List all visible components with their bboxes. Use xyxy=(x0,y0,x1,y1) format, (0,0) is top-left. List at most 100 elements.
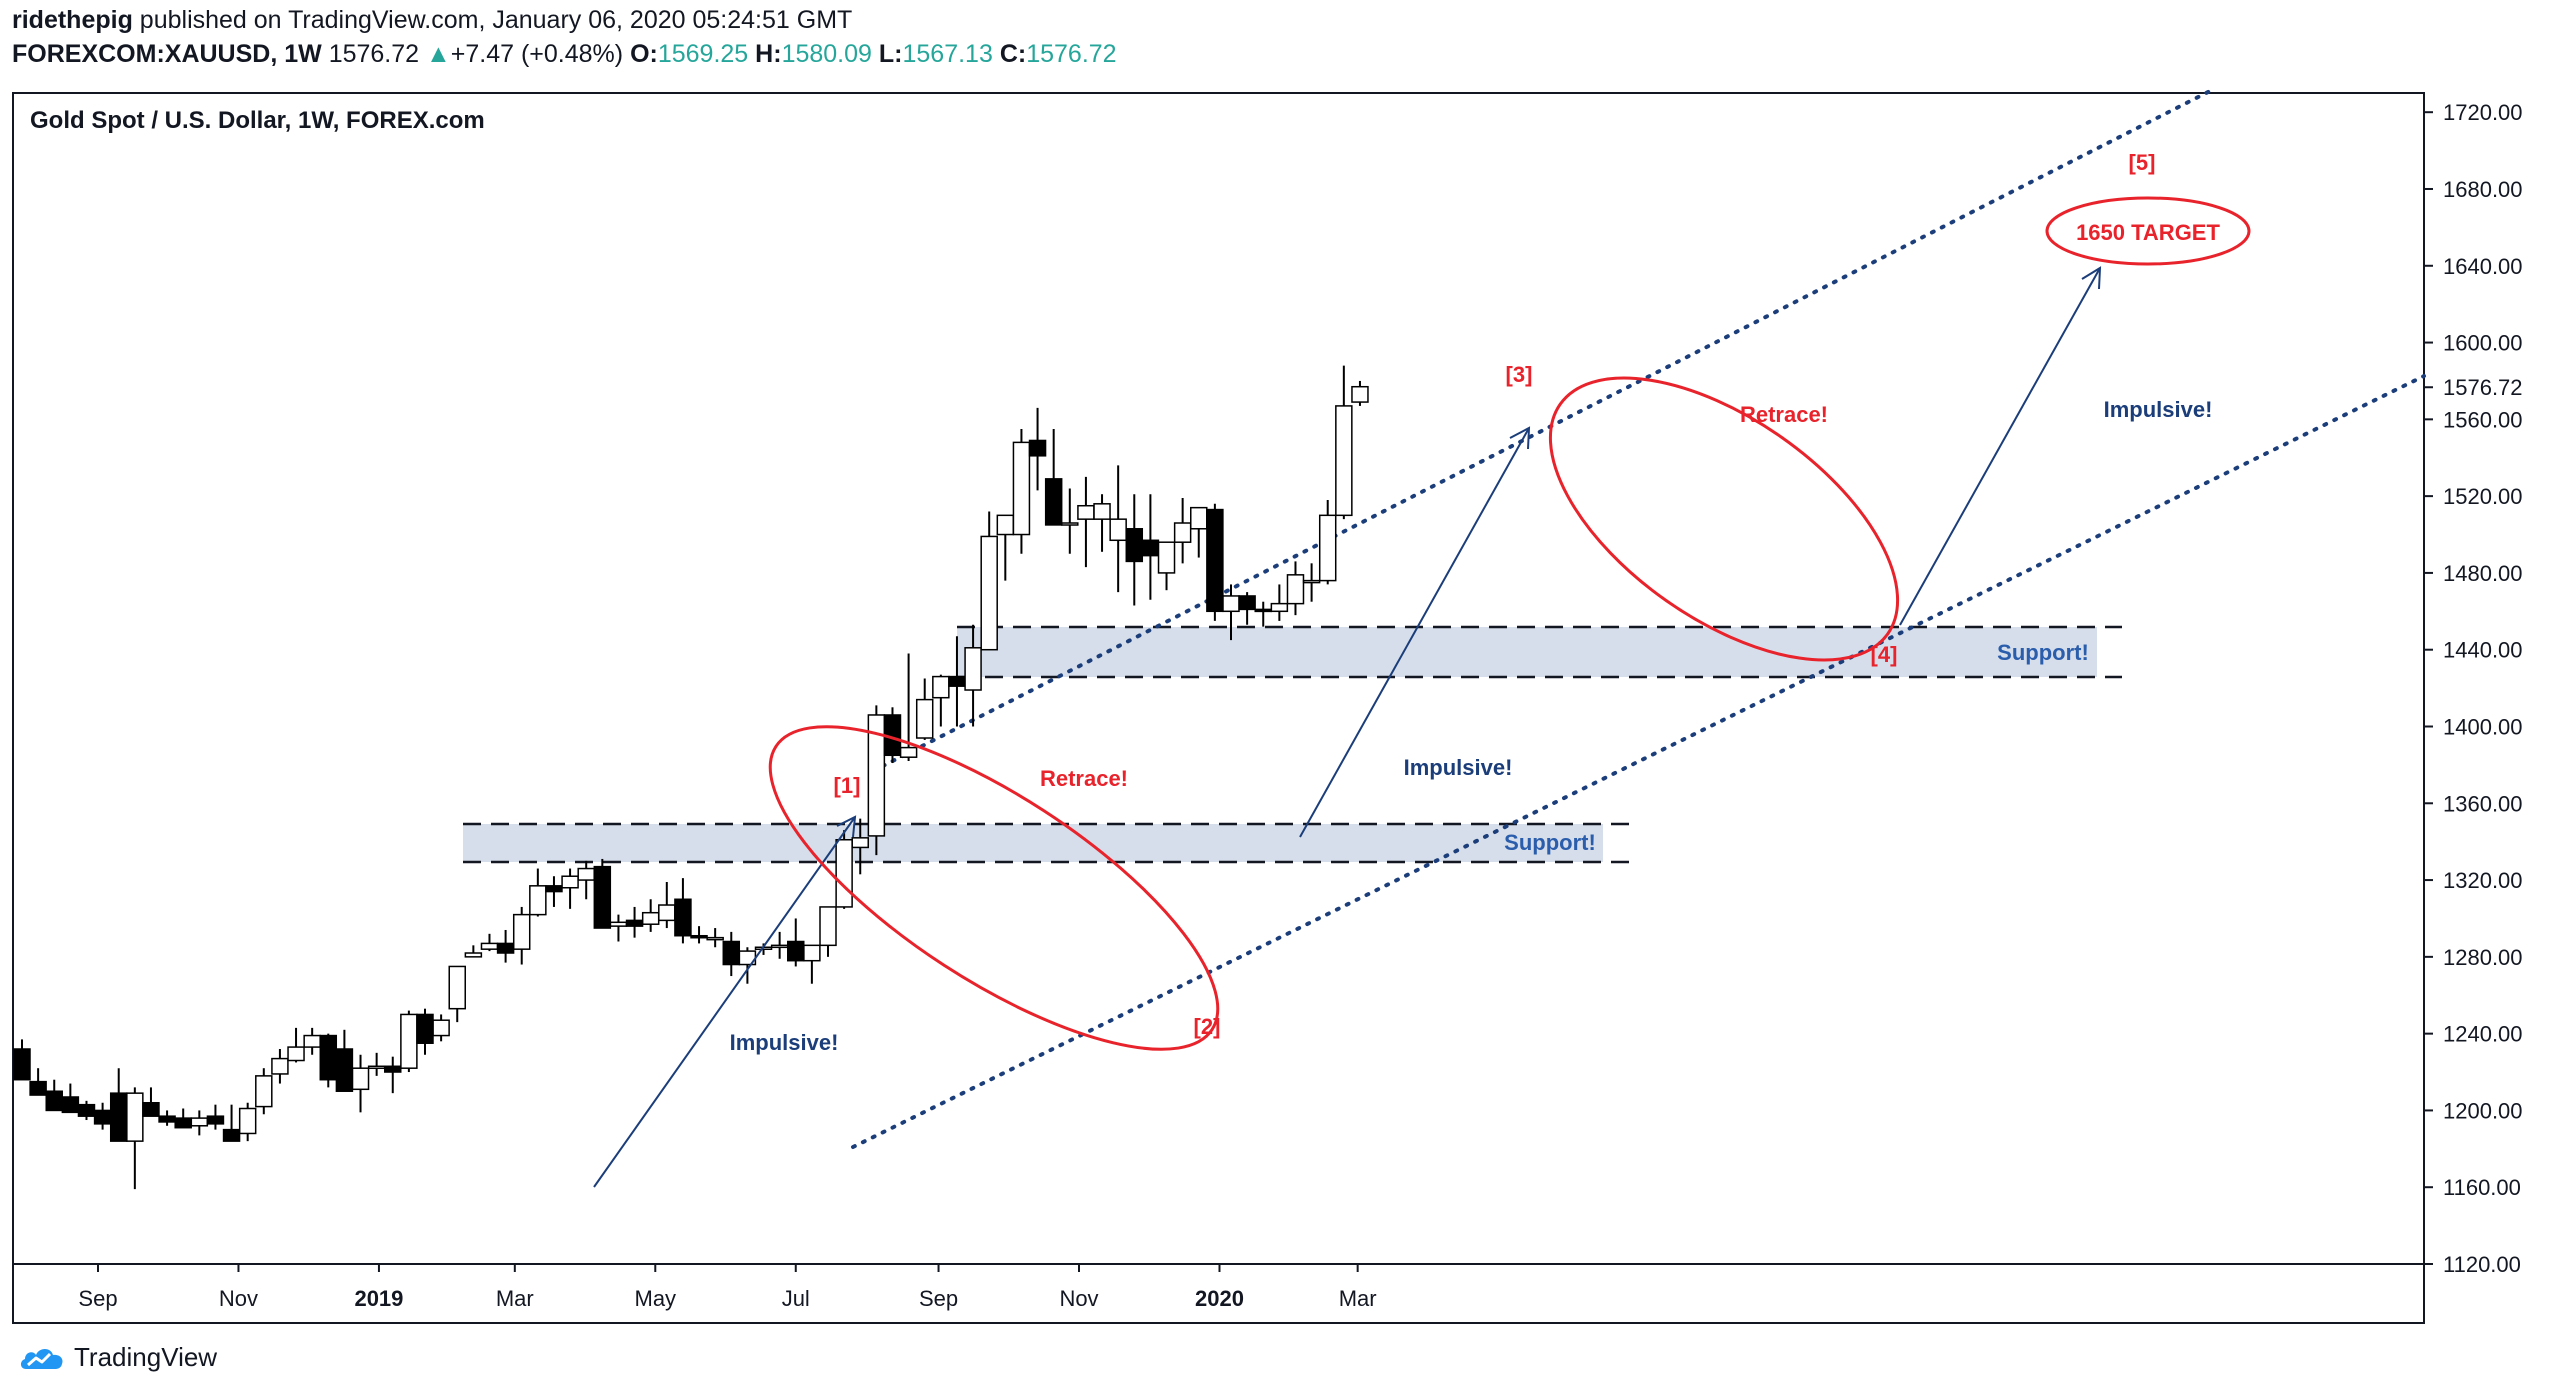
candle[interactable] xyxy=(1286,561,1305,616)
price-axis[interactable]: 1720.00 1680.00 1640.00 1600.00 1560.00 1520.… xyxy=(2424,100,2523,1277)
candle[interactable] xyxy=(561,868,579,909)
candle[interactable] xyxy=(1270,584,1289,621)
candle[interactable] xyxy=(803,944,821,984)
candle[interactable] xyxy=(867,705,886,856)
candle[interactable] xyxy=(142,1087,160,1117)
candle[interactable] xyxy=(915,678,934,740)
candle[interactable] xyxy=(1302,563,1321,602)
y-tick-label: 1120.00 xyxy=(2443,1252,2521,1277)
candle[interactable] xyxy=(93,1102,112,1130)
candle[interactable] xyxy=(271,1048,289,1084)
retrace-ellipse-1[interactable] xyxy=(726,669,1262,1107)
chart-pane[interactable] xyxy=(12,92,2425,1324)
candle[interactable] xyxy=(1157,541,1176,591)
impulse-arrow-2[interactable] xyxy=(1299,427,1530,838)
close-value: 1576.72 xyxy=(1026,40,1117,68)
x-tick-label: Mar xyxy=(496,1286,534,1311)
target-label[interactable]: 1650 TARGET xyxy=(2076,220,2220,245)
candle[interactable] xyxy=(932,674,950,727)
candle[interactable] xyxy=(722,931,741,977)
candle[interactable] xyxy=(593,858,612,929)
candle[interactable] xyxy=(512,906,531,965)
candle[interactable] xyxy=(448,965,466,1023)
x-tick-label: 2019 xyxy=(354,1286,403,1311)
candle[interactable] xyxy=(13,1039,31,1081)
candle[interactable] xyxy=(1125,494,1144,606)
candle[interactable] xyxy=(1044,428,1063,526)
candle[interactable] xyxy=(206,1104,225,1130)
impulsive-label-2[interactable]: Impulsive! xyxy=(1404,755,1513,780)
candle[interactable] xyxy=(222,1104,241,1142)
candle[interactable] xyxy=(29,1068,47,1096)
candle-body-up xyxy=(1190,506,1208,530)
candle[interactable] xyxy=(1190,506,1208,558)
retrace-label-2[interactable]: Retrace! xyxy=(1740,402,1828,427)
candle[interactable] xyxy=(883,707,902,763)
candle[interactable] xyxy=(238,1102,257,1142)
candle[interactable] xyxy=(706,928,724,948)
wave-5-label[interactable]: [5] xyxy=(2129,150,2156,175)
candle[interactable] xyxy=(109,1068,128,1142)
candle[interactable] xyxy=(319,1033,338,1088)
candle[interactable] xyxy=(1061,488,1079,554)
candle[interactable] xyxy=(996,514,1015,581)
support-label-1[interactable]: Support! xyxy=(1504,830,1596,855)
author-name[interactable]: ridethepig xyxy=(12,6,133,34)
impulse-arrow-1[interactable] xyxy=(593,816,856,1188)
impulsive-label-3[interactable]: Impulsive! xyxy=(2104,397,2213,422)
tradingview-brand[interactable]: TradingView xyxy=(74,1342,218,1372)
candle[interactable] xyxy=(416,1008,434,1055)
candle-body-up xyxy=(609,921,628,927)
candle[interactable] xyxy=(545,876,563,907)
candle-body-down xyxy=(142,1101,160,1117)
wave-3-label[interactable]: [3] xyxy=(1506,362,1533,387)
retrace-label-1[interactable]: Retrace! xyxy=(1040,766,1128,791)
wave-1-label[interactable]: [1] xyxy=(834,773,861,798)
candle[interactable] xyxy=(1012,428,1031,554)
candle[interactable] xyxy=(1206,503,1224,621)
candle[interactable] xyxy=(351,1054,370,1113)
candle[interactable] xyxy=(335,1029,354,1092)
impulsive-label-1[interactable]: Impulsive! xyxy=(730,1030,839,1055)
candle[interactable] xyxy=(819,906,837,957)
candle-body-up xyxy=(658,904,676,922)
candle[interactable] xyxy=(1173,498,1192,564)
target-ellipse[interactable] xyxy=(2045,196,2251,266)
candle[interactable] xyxy=(464,945,483,958)
candle[interactable] xyxy=(400,1010,418,1073)
last-price: 1576.72 xyxy=(328,40,420,68)
support-label-2[interactable]: Support! xyxy=(1997,640,2089,665)
candle[interactable] xyxy=(255,1068,273,1115)
candle-body-up xyxy=(835,839,853,908)
candle[interactable] xyxy=(1335,365,1353,520)
candle[interactable] xyxy=(964,624,982,727)
candle[interactable] xyxy=(1028,407,1047,491)
candle[interactable] xyxy=(529,868,547,917)
candle[interactable] xyxy=(1351,380,1369,406)
time-axis[interactable]: Sep Nov 2019 Mar May Jul Sep Nov 2020 Mar xyxy=(78,1264,1377,1311)
candle-body-down xyxy=(222,1128,241,1142)
candle[interactable] xyxy=(1238,592,1256,625)
wave-4-label[interactable]: [4] xyxy=(1871,642,1898,667)
x-tick-label: Sep xyxy=(919,1286,958,1311)
candle[interactable] xyxy=(851,818,869,875)
candle[interactable] xyxy=(126,1087,144,1190)
candle[interactable] xyxy=(980,511,998,651)
candle[interactable] xyxy=(384,1056,402,1094)
candle[interactable] xyxy=(287,1027,305,1063)
candle-body-up xyxy=(1157,541,1176,574)
candle[interactable] xyxy=(1318,499,1337,585)
wave-2-label[interactable]: [2] xyxy=(1194,1014,1221,1039)
candle[interactable] xyxy=(674,878,692,944)
candle-body-up xyxy=(1173,522,1192,543)
impulse-arrow-3[interactable] xyxy=(1899,267,2101,626)
upper-channel-line[interactable] xyxy=(871,88,2214,773)
retrace-ellipse-2[interactable] xyxy=(1503,322,1945,715)
candle[interactable] xyxy=(1093,494,1111,552)
candle[interactable] xyxy=(432,1014,450,1042)
candle[interactable] xyxy=(1109,465,1127,593)
candle-body-up xyxy=(915,698,934,739)
candle[interactable] xyxy=(690,926,708,944)
candle[interactable] xyxy=(1222,584,1240,641)
